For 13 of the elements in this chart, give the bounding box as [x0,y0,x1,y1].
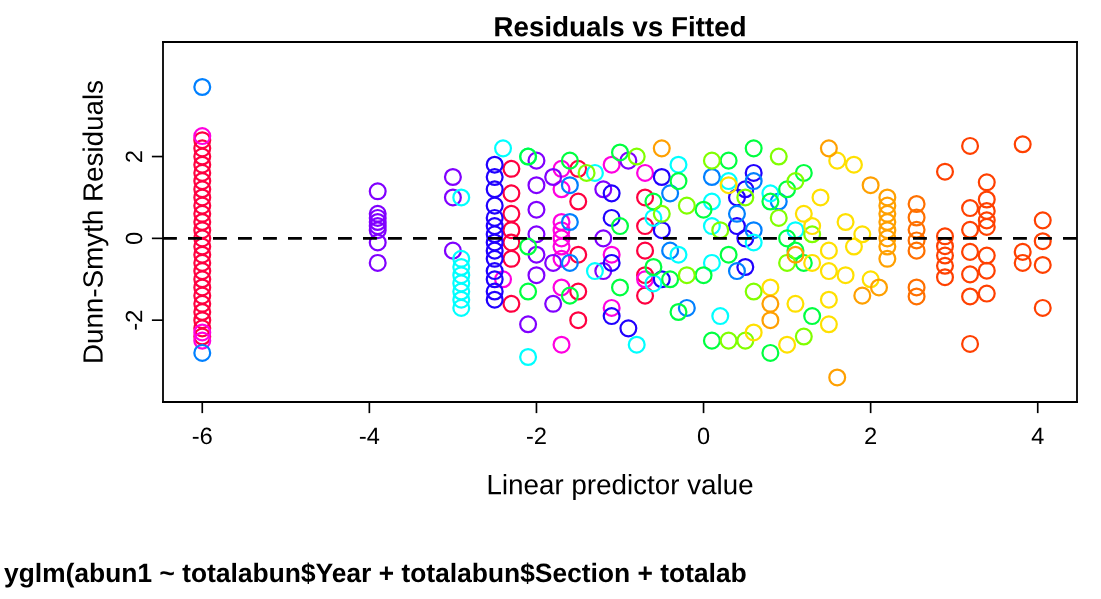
x-axis-title: Linear predictor value [488,474,753,500]
y-axis-title: Dunn-Smyth Residuals [82,80,109,362]
y-tick-label: -2 [125,310,143,330]
x-tick-label: -4 [359,427,380,445]
x-tick-label: -6 [192,427,212,445]
x-tick-label: 2 [865,427,877,445]
x-tick-label: 0 [697,427,710,445]
x-tick-label: 4 [1031,427,1044,445]
y-tick-label: 0 [125,232,143,245]
chart-title: Residuals vs Fitted [495,16,745,37]
x-tick-label: -2 [527,427,546,445]
text: yglm(abun1 ~ totalabun$Year + totalabun$Section + totalab [4,562,746,588]
y-tick-label: 2 [125,151,143,162]
